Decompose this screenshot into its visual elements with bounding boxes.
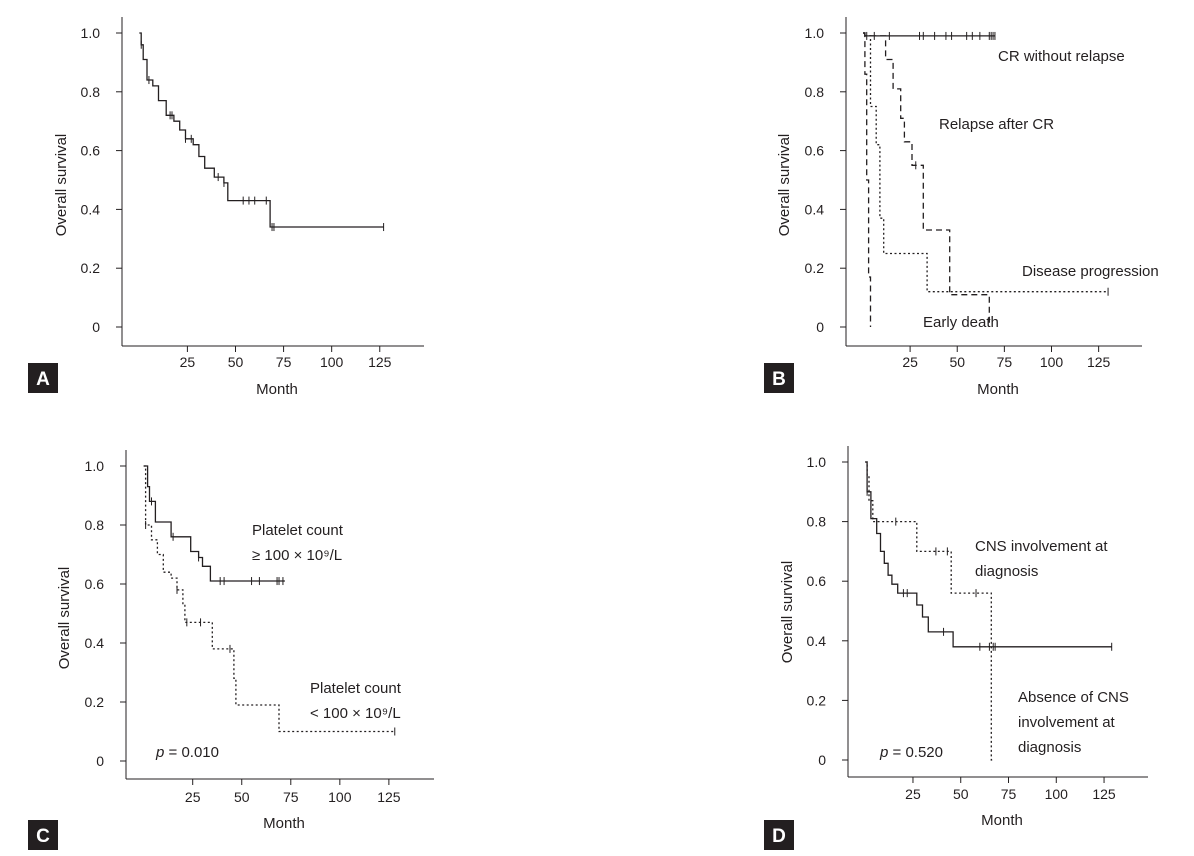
annotation-d: Absence of CNS	[1018, 689, 1129, 706]
panel-letter-b: B	[772, 369, 786, 390]
y-tick-label-c: 0.8	[85, 517, 105, 533]
panel-b: B	[764, 363, 794, 393]
annotation-b: Early death	[923, 314, 999, 331]
x-tick-label-d: 125	[1092, 786, 1116, 802]
y-tick-label-d: 0.2	[807, 692, 827, 708]
x-tick-label-a: 50	[228, 354, 244, 370]
y-tick-label-d: 0.6	[807, 573, 827, 589]
y-tick-label-c: 1.0	[85, 458, 105, 474]
x-axis-label-d: Month	[981, 812, 1023, 829]
y-tick-label-b: 0.2	[805, 260, 825, 276]
annotation-c: ≥ 100 × 10⁹/L	[252, 547, 342, 564]
chart-b: 0 0.2 0.4 0.6 0.8 1.0 25 50 75 100 125 Month Overall…	[776, 17, 1159, 398]
x-tick-label-b: 100	[1040, 354, 1064, 370]
annotation-d: involvement at	[1018, 714, 1116, 731]
y-tick-label-c: 0.6	[85, 576, 105, 592]
y-tick-label-c: 0.2	[85, 694, 105, 710]
panel-letter-box-d	[764, 820, 794, 850]
annotation-c: p = 0.010	[155, 744, 219, 761]
chart-a: 0 0.2 0.4 0.6 0.8 1.0 25 50 75 100 125 Month Overall…	[53, 17, 424, 398]
y-axis-label-d: Overall survival	[779, 561, 796, 664]
chart-d: 0 0.2 0.4 0.6 0.8 1.0 25 50 75 100 125 Month Overall…	[779, 446, 1148, 829]
x-tick-label-d: 75	[1001, 786, 1017, 802]
x-tick-label-d: 25	[905, 786, 921, 802]
annotation-d: p = 0.520	[879, 744, 943, 761]
x-tick-label-b: 50	[949, 354, 965, 370]
x-tick-label-c: 100	[328, 789, 352, 805]
annotation-c: Platelet count	[252, 522, 344, 539]
x-tick-label-a: 125	[368, 354, 392, 370]
y-tick-label-a: 0.2	[81, 260, 101, 276]
y-tick-label-a: 0	[92, 319, 100, 335]
panel-d: D	[764, 820, 794, 850]
annotation-c: < 100 × 10⁹/L	[310, 705, 401, 722]
y-tick-label-c: 0	[96, 753, 104, 769]
x-axis-label-c: Month	[263, 815, 305, 832]
y-tick-label-a: 1.0	[81, 25, 101, 41]
y-tick-label-a: 0.4	[81, 201, 101, 217]
y-tick-label-a: 0.8	[81, 84, 101, 100]
x-tick-label-d: 50	[953, 786, 969, 802]
y-axis-label-c: Overall survival	[56, 567, 73, 670]
y-tick-label-b: 1.0	[805, 25, 825, 41]
survival-curve-b-3	[863, 32, 872, 327]
panel-letter-box-a	[28, 363, 58, 393]
survival-curve-b-2	[863, 32, 1109, 293]
y-tick-label-a: 0.6	[81, 143, 101, 159]
annotation-c: Platelet count	[310, 680, 402, 697]
x-axis-label-a: Month	[256, 381, 298, 398]
survival-curve-a-0	[139, 32, 384, 228]
survival-curve-c-1	[143, 465, 395, 733]
x-tick-label-b: 75	[997, 354, 1013, 370]
y-tick-label-b: 0.6	[805, 143, 825, 159]
x-tick-label-b: 125	[1087, 354, 1111, 370]
x-tick-label-d: 100	[1045, 786, 1069, 802]
annotation-b: CR without relapse	[998, 48, 1125, 65]
annotation-d: diagnosis	[975, 563, 1038, 580]
panel-letter-box-b	[764, 363, 794, 393]
survival-curve-d-1	[865, 461, 994, 761]
survival-curve-b-1	[863, 32, 990, 327]
y-tick-label-d: 0	[818, 752, 826, 768]
panel-letter-c: C	[36, 826, 50, 847]
x-tick-label-c: 50	[234, 789, 250, 805]
x-tick-label-a: 75	[276, 354, 292, 370]
chart-c: 0 0.2 0.4 0.6 0.8 1.0 25 50 75 100 125 Month Overall…	[56, 450, 434, 832]
panel-c: C	[28, 820, 58, 850]
panel-letter-a: A	[36, 369, 50, 390]
y-axis-label-b: Overall survival	[776, 134, 793, 237]
y-tick-label-d: 0.8	[807, 514, 827, 530]
x-tick-label-c: 75	[283, 789, 299, 805]
x-axis-label-b: Month	[977, 381, 1019, 398]
panel-letter-box-c	[28, 820, 58, 850]
y-tick-label-c: 0.4	[85, 635, 105, 651]
y-tick-label-b: 0.4	[805, 201, 825, 217]
survival-curve-c-0	[143, 465, 285, 582]
x-tick-label-c: 125	[377, 789, 401, 805]
annotation-d: CNS involvement at	[975, 538, 1108, 555]
panel-letter-d: D	[772, 826, 786, 847]
x-tick-label-c: 25	[185, 789, 201, 805]
y-tick-label-d: 1.0	[807, 454, 827, 470]
panel-a: A	[28, 363, 58, 393]
annotation-b: Disease progression	[1022, 263, 1159, 280]
annotation-b: Relapse after CR	[939, 116, 1054, 133]
y-tick-label-b: 0	[816, 319, 824, 335]
x-tick-label-a: 100	[320, 354, 344, 370]
x-tick-label-b: 25	[902, 354, 918, 370]
y-tick-label-b: 0.8	[805, 84, 825, 100]
y-tick-label-d: 0.4	[807, 633, 827, 649]
y-axis-label-a: Overall survival	[53, 134, 70, 237]
x-tick-label-a: 25	[180, 354, 196, 370]
annotation-d: diagnosis	[1018, 739, 1081, 756]
